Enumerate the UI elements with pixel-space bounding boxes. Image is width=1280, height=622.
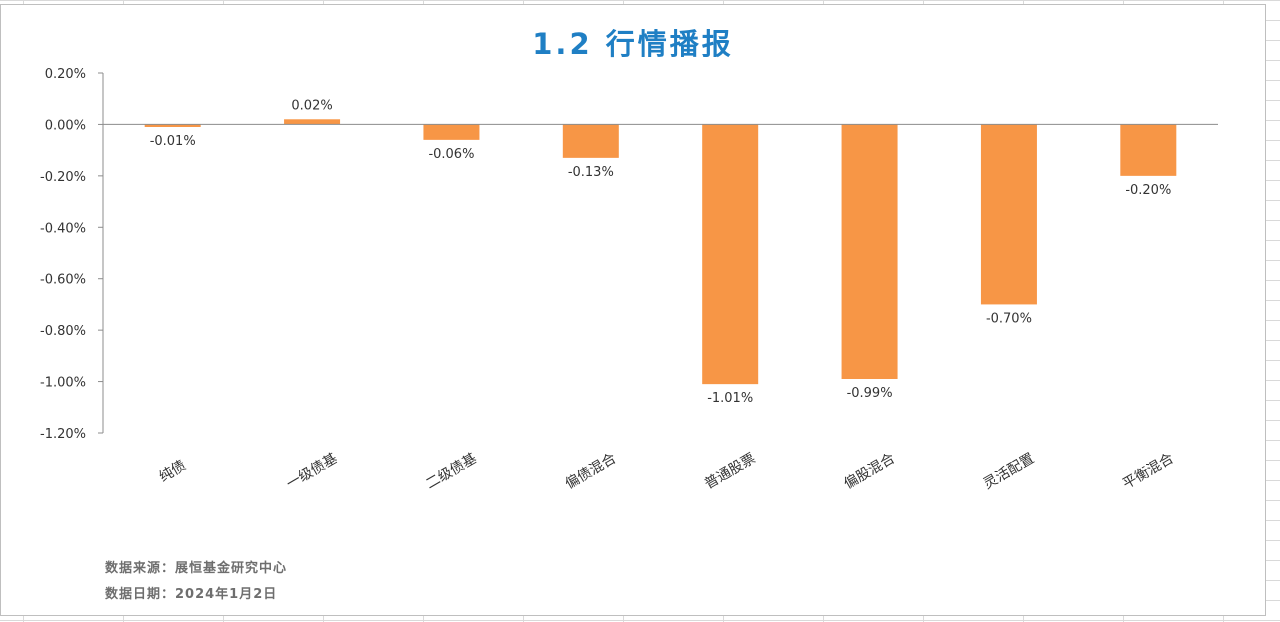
x-category-label: 二级债基 <box>423 450 480 493</box>
data-label: -0.06% <box>428 147 474 162</box>
x-category-label: 一级债基 <box>283 450 340 493</box>
data-label: 0.02% <box>291 98 332 113</box>
y-tick-label: 0.20% <box>45 67 86 82</box>
data-label: -0.99% <box>847 386 893 401</box>
y-tick-label: -0.40% <box>40 221 86 236</box>
bar-偏债混合 <box>562 124 619 158</box>
data-label: -0.20% <box>1125 183 1171 198</box>
bar-纯债 <box>144 124 201 127</box>
data-label: -0.70% <box>986 311 1032 326</box>
y-tick-label: -0.60% <box>40 273 86 288</box>
data-label: -0.13% <box>568 165 614 180</box>
x-category-label: 偏债混合 <box>563 451 619 493</box>
data-source-note: 数据来源：展恒基金研究中心 <box>105 561 288 576</box>
x-category-label: 纯债 <box>157 458 189 486</box>
x-category-label: 偏股混合 <box>841 451 897 493</box>
y-tick-label: 0.00% <box>45 118 86 133</box>
chart-title: 1.2 行情播报 <box>532 27 734 61</box>
bar-chart-plot: 0.20% 0.00% -0.20% -0.40% -0.60% -0.80% -1.00%… <box>40 67 1218 493</box>
bar-灵活配置 <box>980 124 1037 305</box>
x-category-label: 灵活配置 <box>981 451 1037 493</box>
x-category-label: 普通股票 <box>702 451 758 493</box>
data-date-note: 数据日期：2024年1月2日 <box>105 587 278 602</box>
bar-一级债基 <box>284 119 341 125</box>
y-tick-label: -0.80% <box>40 324 86 339</box>
data-label: -0.01% <box>150 134 196 149</box>
x-category-label: 平衡混合 <box>1120 451 1176 493</box>
bar-平衡混合 <box>1120 124 1177 176</box>
y-tick-label: -1.00% <box>40 376 86 391</box>
bar-偏股混合 <box>841 124 898 379</box>
chart-object[interactable]: 1.2 行情播报 0.20% 0.00% -0.20% -0.40% -0.60% -0.… <box>0 4 1266 616</box>
y-tick-label: -1.20% <box>40 427 86 442</box>
data-label: -1.01% <box>707 391 753 406</box>
y-tick-label: -0.20% <box>40 170 86 185</box>
bar-二级债基 <box>423 124 480 140</box>
bar-普通股票 <box>702 124 759 385</box>
